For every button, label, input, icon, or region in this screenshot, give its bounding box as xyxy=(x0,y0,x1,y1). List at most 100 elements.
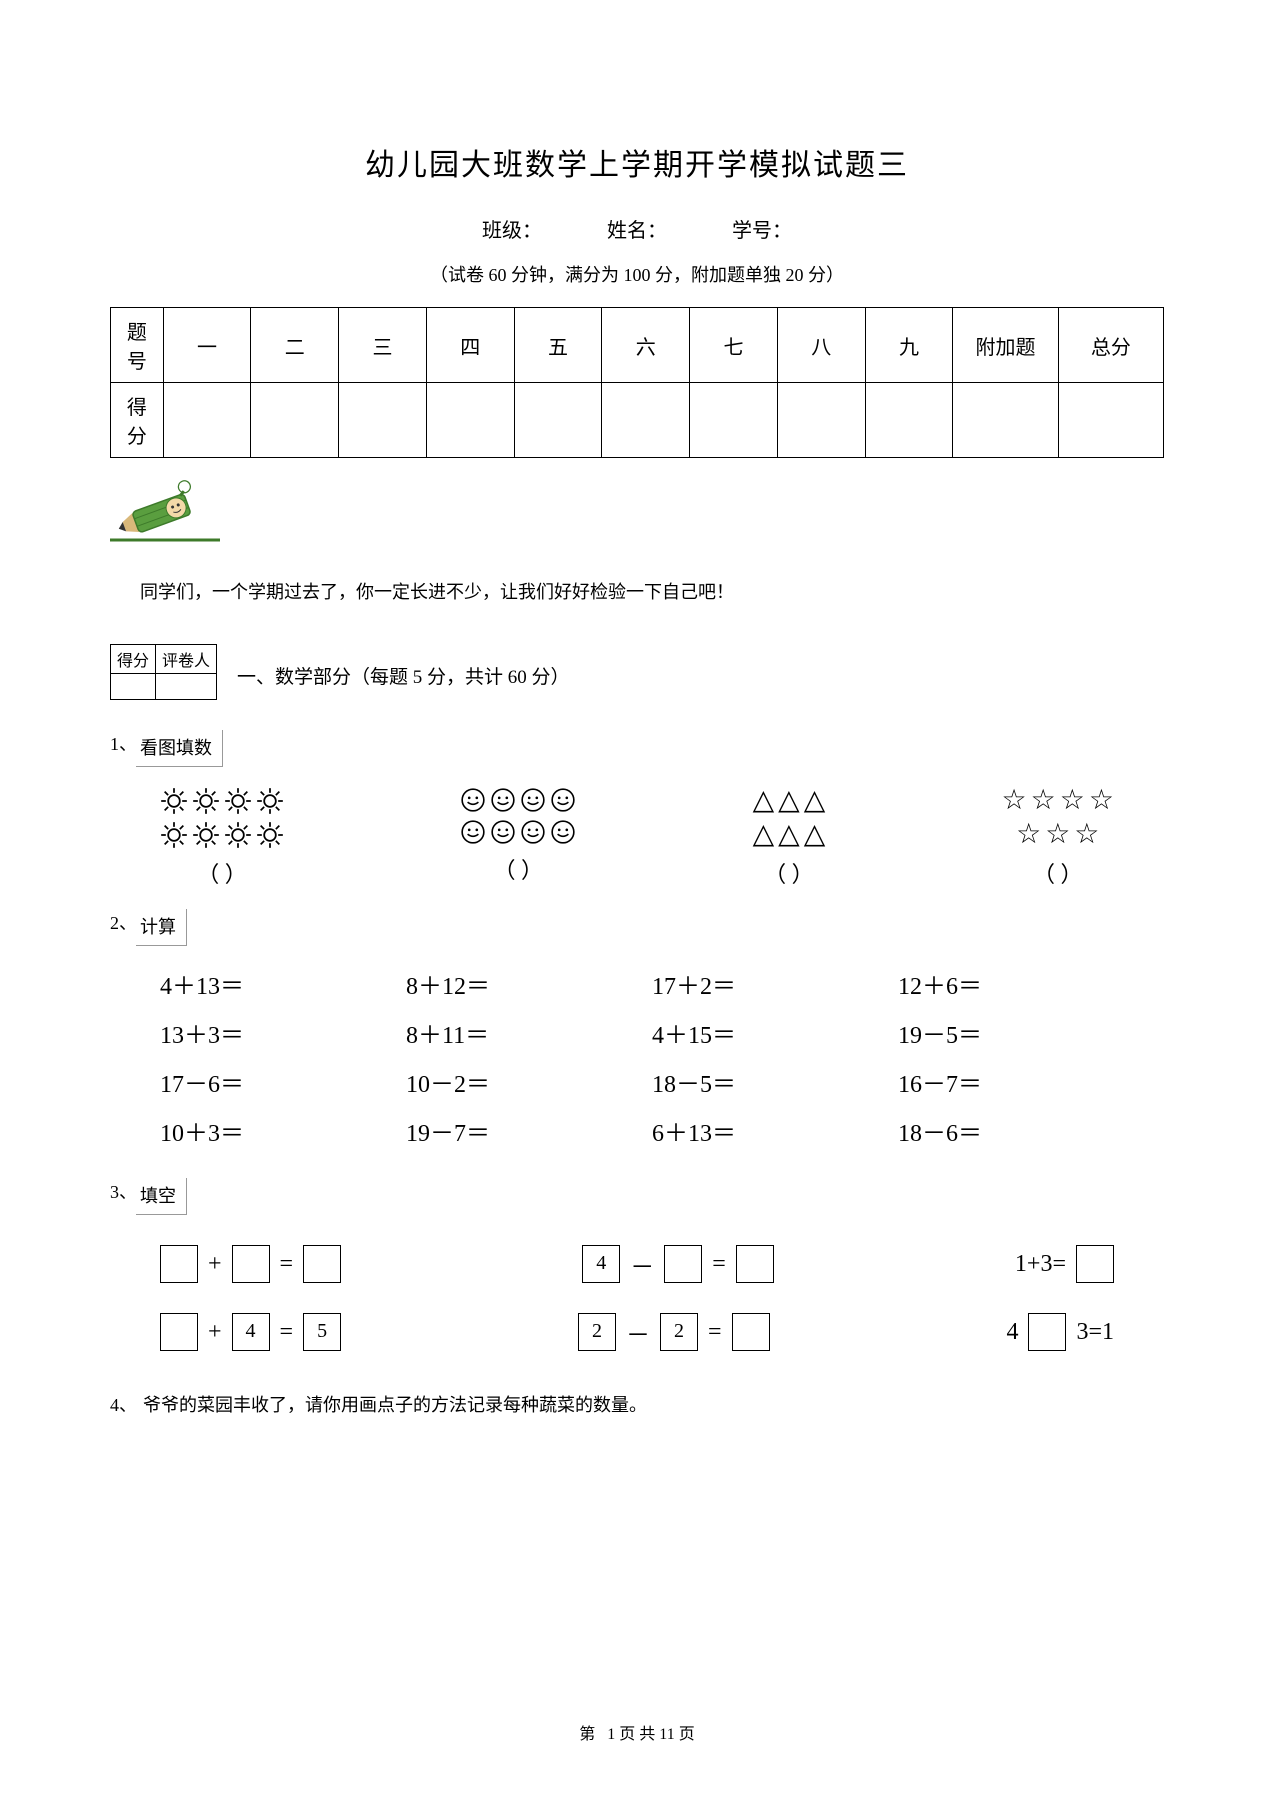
calc-item: 17＋2＝ xyxy=(652,966,878,1001)
calc-grid: 4＋13＝8＋12＝17＋2＝12＋6＝13＋3＝8＋11＝4＋15＝19－5＝… xyxy=(160,966,1124,1148)
blank-box: 4 xyxy=(582,1245,620,1283)
calc-item: 12＋6＝ xyxy=(898,966,1124,1001)
smile-group: （ ） xyxy=(460,787,576,889)
q-number: 1、 xyxy=(110,730,130,756)
page-footer: 第 1 页 共 11 页 xyxy=(0,1720,1274,1744)
score-cell xyxy=(953,383,1058,458)
score-cell xyxy=(514,383,602,458)
answer-blank: （ ） xyxy=(160,857,284,889)
sun-group: （ ） xyxy=(160,787,284,889)
eq: = xyxy=(708,1319,722,1346)
footer-mid: 页 共 xyxy=(619,1726,655,1743)
calc-item: 10－2＝ xyxy=(406,1064,632,1099)
blank-box: 5 xyxy=(303,1313,341,1351)
col-head: 一 xyxy=(163,308,251,383)
sun-icon xyxy=(192,787,220,815)
col-head: 四 xyxy=(426,308,514,383)
col-head: 三 xyxy=(339,308,427,383)
calc-item: 6＋13＝ xyxy=(652,1113,878,1148)
op: + xyxy=(208,1251,222,1278)
smile-icon xyxy=(550,787,576,813)
icon-groups: （ ） （ ） △△△△△△ （ ） ☆☆☆☆☆☆☆ （ ） xyxy=(160,787,1114,889)
op: － xyxy=(626,1315,650,1350)
section-header: 得分 评卷人 一、数学部分（每题 5 分，共计 60 分） xyxy=(110,644,1164,700)
footer-suf: 页 xyxy=(679,1726,695,1743)
fill-row: + 4 = 5 2 － 2 = 4 3=1 xyxy=(160,1313,1114,1351)
calc-item: 17－6＝ xyxy=(160,1064,386,1099)
sun-icon xyxy=(160,787,188,815)
smile-icon xyxy=(460,819,486,845)
score-table: 题号 一 二 三 四 五 六 七 八 九 附加题 总分 得分 xyxy=(110,307,1164,458)
blank-box: 2 xyxy=(660,1313,698,1351)
blank-box xyxy=(736,1245,774,1283)
triangle-icon: △ xyxy=(753,787,775,815)
calc-item: 19－5＝ xyxy=(898,1015,1124,1050)
mini-cell: 得分 xyxy=(111,645,156,674)
fill-blank-area: + = 4 － = 1+3= + 4 = 5 xyxy=(160,1245,1114,1351)
q-number: 4、 xyxy=(110,1395,137,1415)
table-row: 得分 xyxy=(111,383,1164,458)
mini-cell: 评卷人 xyxy=(156,645,217,674)
q1-row: 1、 看图填数 xyxy=(110,730,1164,767)
mini-cell xyxy=(156,674,217,700)
info-line: 班级： 姓名： 学号： xyxy=(110,214,1164,243)
text: 4 xyxy=(1006,1319,1018,1346)
star-icon: ☆ xyxy=(1060,787,1085,815)
eq: = xyxy=(280,1251,294,1278)
page-title: 幼儿园大班数学上学期开学模拟试题三 xyxy=(110,140,1164,184)
star-group: ☆☆☆☆☆☆☆ （ ） xyxy=(1002,787,1114,889)
smile-icon xyxy=(550,819,576,845)
star-icon: ☆ xyxy=(1002,787,1027,815)
calc-item: 4＋13＝ xyxy=(160,966,386,1001)
sun-icon xyxy=(192,821,220,849)
col-head: 七 xyxy=(690,308,778,383)
calc-item: 18－5＝ xyxy=(652,1064,878,1099)
text: 1+3= xyxy=(1015,1251,1066,1278)
section-title: 一、数学部分（每题 5 分，共计 60 分） xyxy=(237,662,570,689)
col-head: 二 xyxy=(251,308,339,383)
col-head: 八 xyxy=(777,308,865,383)
eq: = xyxy=(712,1251,726,1278)
footer-page: 1 xyxy=(607,1726,615,1743)
fill-row: + = 4 － = 1+3= xyxy=(160,1245,1114,1283)
class-label: 班级： xyxy=(482,220,542,242)
star-icon: ☆ xyxy=(1031,787,1056,815)
blank-box xyxy=(303,1245,341,1283)
equation: 4 － = xyxy=(582,1245,774,1283)
score-cell xyxy=(690,383,778,458)
sun-icon xyxy=(256,787,284,815)
equation: 2 － 2 = xyxy=(578,1313,770,1351)
smile-icon xyxy=(490,819,516,845)
name-label: 姓名： xyxy=(607,220,667,242)
q4-text: 4、爷爷的菜园丰收了，请你用画点子的方法记录每种蔬菜的数量。 xyxy=(110,1391,1164,1417)
star-icon: ☆ xyxy=(1045,821,1070,849)
star-icon: ☆ xyxy=(1089,787,1114,815)
score-cell xyxy=(339,383,427,458)
sub-note: （试卷 60 分钟，满分为 100 分，附加题单独 20 分） xyxy=(110,261,1164,287)
blank-box xyxy=(1028,1313,1066,1351)
op: － xyxy=(630,1247,654,1282)
col-head: 附加题 xyxy=(953,308,1058,383)
score-cell xyxy=(426,383,514,458)
q2-row: 2、 计算 xyxy=(110,909,1164,946)
equation: + 4 = 5 xyxy=(160,1313,341,1351)
footer-pre: 第 xyxy=(579,1726,595,1743)
triangle-group: △△△△△△ （ ） xyxy=(753,787,826,889)
equation: + = xyxy=(160,1245,341,1283)
answer-blank: （ ） xyxy=(460,853,576,885)
score-cell xyxy=(865,383,953,458)
sun-icon xyxy=(224,821,252,849)
star-icon: ☆ xyxy=(1016,821,1041,849)
triangle-icon: △ xyxy=(778,821,800,849)
score-cell xyxy=(251,383,339,458)
smile-icon xyxy=(460,787,486,813)
col-head: 九 xyxy=(865,308,953,383)
blank-box xyxy=(732,1313,770,1351)
id-label: 学号： xyxy=(732,220,792,242)
score-cell xyxy=(163,383,251,458)
q-label: 计算 xyxy=(136,909,187,946)
equation: 1+3= xyxy=(1015,1245,1114,1283)
score-cell xyxy=(602,383,690,458)
table-row: 题号 一 二 三 四 五 六 七 八 九 附加题 总分 xyxy=(111,308,1164,383)
q-label: 看图填数 xyxy=(136,730,223,767)
